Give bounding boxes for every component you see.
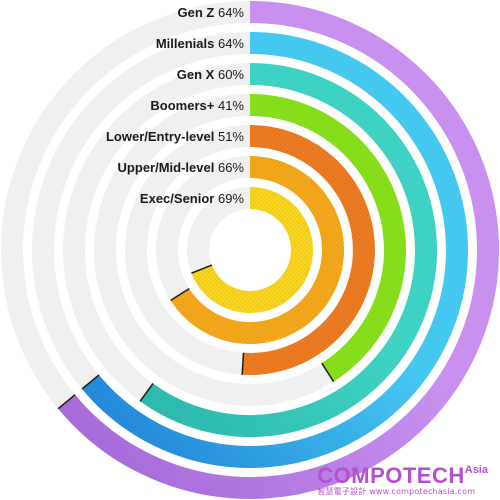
label-name-lower-entry-level: Lower/Entry-level [106, 129, 218, 144]
bar-boomers [250, 94, 406, 382]
watermark-brand: COMPOTECH [317, 463, 465, 488]
bar-texture-exec-senior [191, 187, 313, 313]
label-boomers: Boomers+ 41% [150, 98, 244, 113]
label-value-millenials: 64% [218, 36, 244, 51]
watermark-subtitle: 智慧電子設計 www.compotechasia.com [317, 487, 476, 496]
label-millenials: Millenials 64% [156, 36, 245, 51]
watermark-suffix: Asia [464, 464, 488, 476]
compotech-watermark: COMPOTECHAsia 智慧電子設計 www.compotechasia.c… [317, 465, 488, 496]
bar-gen-z [58, 1, 499, 499]
bar-end-gen-x [139, 383, 154, 402]
label-name-gen-x: Gen X [177, 67, 218, 82]
label-name-exec-senior: Exec/Senior [140, 191, 218, 206]
bar-millenials [82, 32, 468, 468]
bar-end-millenials [81, 374, 100, 390]
label-upper-mid-level: Upper/Mid-level 66% [118, 160, 245, 175]
bar-end-gen-z [57, 394, 76, 410]
bar-end-boomers [321, 362, 335, 383]
bar-texture-upper-mid-level [170, 156, 344, 344]
label-value-exec-senior: 69% [218, 191, 244, 206]
label-value-lower-entry-level: 51% [218, 129, 244, 144]
label-exec-senior: Exec/Senior 69% [140, 191, 245, 206]
label-value-gen-z: 64% [218, 5, 244, 20]
bar-end-lower-entry-level [241, 352, 245, 375]
bar-end-upper-mid-level [170, 287, 190, 302]
label-value-boomers: 41% [218, 98, 244, 113]
bar-end-exec-senior [191, 264, 213, 274]
label-gen-z: Gen Z 64% [178, 5, 245, 20]
ring-bars [57, 1, 499, 499]
bar-texture-lower-entry-level [242, 125, 375, 375]
label-value-gen-x: 60% [218, 67, 244, 82]
label-value-upper-mid-level: 66% [218, 160, 244, 175]
label-name-millenials: Millenials [156, 36, 218, 51]
label-name-gen-z: Gen Z [178, 5, 218, 20]
label-gen-x: Gen X 60% [177, 67, 245, 82]
label-name-boomers: Boomers+ [150, 98, 218, 113]
label-lower-entry-level: Lower/Entry-level 51% [106, 129, 244, 144]
ring-labels: Gen Z 64%Millenials 64%Gen X 60%Boomers+… [106, 5, 244, 206]
label-name-upper-mid-level: Upper/Mid-level [118, 160, 218, 175]
bar-gen-x [140, 63, 437, 437]
